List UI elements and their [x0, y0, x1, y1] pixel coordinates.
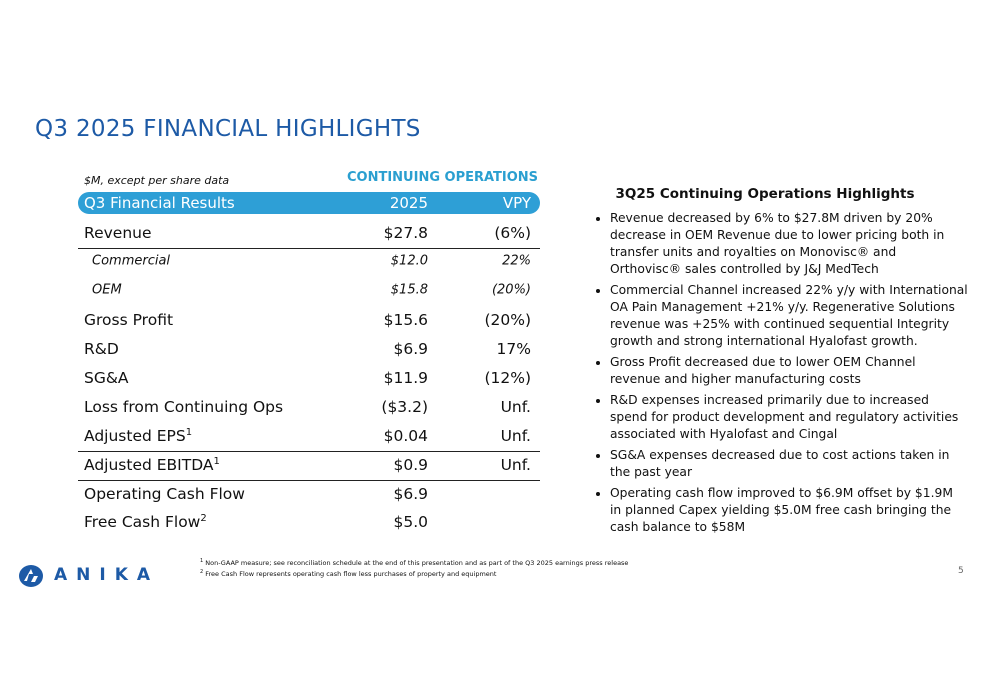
cell: (12%): [484, 369, 531, 387]
table-header: Q3 Financial Results 2025 VPY: [78, 192, 540, 214]
cell: $6.9: [393, 485, 428, 503]
cell: (6%): [494, 224, 531, 242]
cell: 22%: [502, 253, 531, 269]
table-note: $M, except per share data: [84, 174, 230, 187]
table-row: Revenue $27.8 (6%): [78, 220, 540, 246]
cell: $15.8: [390, 282, 428, 298]
cell: Loss from Continuing Ops: [84, 398, 284, 416]
page-number: 5: [958, 566, 964, 576]
footnote: 2 Free Cash Flow represents operating ca…: [200, 569, 496, 578]
footnote-mark: 1: [185, 427, 193, 438]
cell: Adjusted EBITDA1: [84, 456, 220, 474]
cell: Gross Profit: [84, 311, 174, 329]
cell: ($3.2): [381, 398, 428, 416]
cell: R&D: [84, 340, 119, 358]
footnote-mark: 1: [200, 558, 204, 564]
cell-text: Free Cash Flow: [84, 513, 201, 531]
table-row: Free Cash Flow2 $5.0: [78, 509, 540, 535]
footnote-text: Free Cash Flow represents operating cash…: [205, 570, 497, 578]
cell: Unf.: [500, 398, 531, 416]
cell: $27.8: [383, 224, 428, 242]
cell: SG&A: [84, 369, 129, 387]
cell: Commercial: [92, 253, 171, 269]
slide-title: Q3 2025 FINANCIAL HIGHLIGHTS: [35, 116, 421, 142]
cell: Operating Cash Flow: [84, 485, 245, 503]
bullet: SG&A expenses decreased due to cost acti…: [610, 447, 968, 481]
cell: 17%: [496, 340, 531, 358]
group-header: CONTINUING OPERATIONS: [347, 170, 539, 185]
table-row: OEM $15.8 (20%): [78, 277, 540, 303]
rule: [78, 451, 540, 452]
footnote-mark: 2: [200, 513, 207, 524]
cell: $12.0: [390, 253, 428, 269]
cell: OEM: [92, 282, 122, 298]
table-row: Gross Profit $15.6 (20%): [78, 307, 540, 333]
bullet: Operating cash flow improved to $6.9M of…: [610, 485, 968, 536]
highlights-title: 3Q25 Continuing Operations Highlights: [615, 186, 915, 202]
cell: $0.04: [383, 427, 428, 445]
cell: Unf.: [500, 427, 531, 445]
footnote: 1 Non-GAAP measure; see reconciliation s…: [200, 558, 628, 567]
cell: Adjusted EPS1: [84, 427, 192, 445]
cell: $15.6: [383, 311, 428, 329]
table-row: Adjusted EBITDA1 $0.9 Unf.: [78, 452, 540, 478]
footnote-mark: 2: [200, 569, 204, 575]
logo-icon: [19, 565, 43, 587]
cell: $6.9: [393, 340, 428, 358]
highlights-list: Revenue decreased by 6% to $27.8M driven…: [592, 210, 968, 540]
header-cell: 2025: [389, 194, 428, 212]
footnote-mark: 1: [213, 456, 220, 467]
cell-text: Adjusted EPS: [84, 427, 186, 445]
bullet: Gross Profit decreased due to lower OEM …: [610, 354, 968, 388]
bullet: Commercial Channel increased 22% y/y wit…: [610, 282, 968, 350]
header-cell: Q3 Financial Results: [84, 194, 235, 212]
cell: $0.9: [393, 456, 428, 474]
cell: (20%): [491, 282, 531, 298]
cell: Revenue: [84, 224, 152, 242]
bullet: Revenue decreased by 6% to $27.8M driven…: [610, 210, 968, 278]
rule: [78, 248, 540, 249]
header-cell: VPY: [502, 194, 531, 212]
table-row: Operating Cash Flow $6.9: [78, 481, 540, 507]
logo: ANIKA: [54, 565, 160, 585]
cell: $5.0: [393, 513, 428, 531]
cell: Free Cash Flow2: [84, 513, 207, 531]
cell: (20%): [484, 311, 531, 329]
table-row: Loss from Continuing Ops ($3.2) Unf.: [78, 394, 540, 420]
rule: [78, 480, 540, 481]
table-row: Commercial $12.0 22%: [78, 248, 540, 274]
cell: Unf.: [500, 456, 531, 474]
cell: $11.9: [383, 369, 428, 387]
table-row: SG&A $11.9 (12%): [78, 365, 540, 391]
cell-text: Adjusted EBITDA: [84, 456, 214, 474]
table-row: Adjusted EPS1 $0.04 Unf.: [78, 423, 540, 449]
table-row: R&D $6.9 17%: [78, 336, 540, 362]
footnote-text: Non-GAAP measure; see reconciliation sch…: [205, 559, 629, 567]
bullet: R&D expenses increased primarily due to …: [610, 392, 968, 443]
